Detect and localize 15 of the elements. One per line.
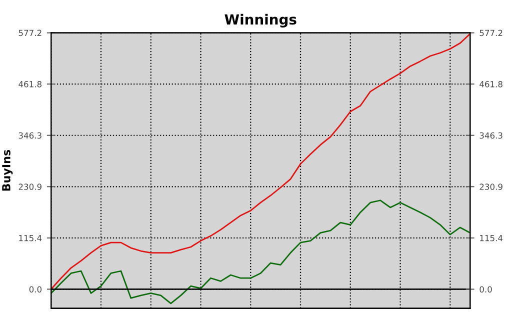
y-axis-title: BuyIns bbox=[2, 150, 13, 191]
y-tick-label: 0.0 bbox=[29, 286, 42, 292]
y2-tick-label: 461.8 bbox=[480, 81, 502, 88]
y2-tick-label: 230.9 bbox=[480, 184, 502, 190]
chart-title: Winnings bbox=[224, 14, 296, 28]
y-tick-label: 230.9 bbox=[18, 184, 42, 190]
line-series bbox=[51, 200, 470, 304]
y2-tick-label: 115.4 bbox=[480, 235, 503, 242]
y-tick-label: 461.8 bbox=[18, 81, 42, 88]
y2-tick-label: 577.2 bbox=[480, 30, 502, 36]
y-tick-label: 577.2 bbox=[18, 30, 42, 36]
y2-tick-label: 0.0 bbox=[480, 286, 492, 292]
y-tick-label: 346.3 bbox=[18, 132, 42, 139]
y-tick-label: 115.4 bbox=[19, 235, 42, 242]
y2-tick-label: 346.3 bbox=[480, 132, 502, 139]
